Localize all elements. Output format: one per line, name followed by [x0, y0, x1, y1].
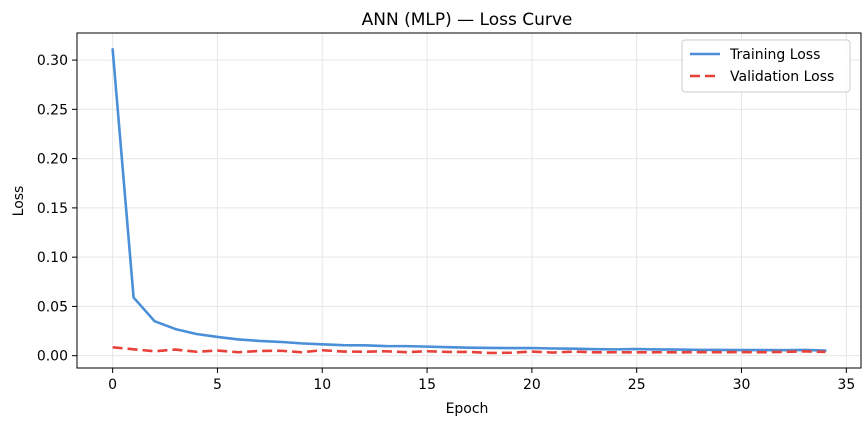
- chart-title: ANN (MLP) — Loss Curve: [362, 10, 573, 30]
- x-tick-label: 35: [837, 377, 855, 393]
- legend-label: Training Loss: [729, 47, 820, 63]
- x-axis-label: Epoch: [446, 401, 489, 417]
- x-tick-label: 25: [628, 377, 646, 393]
- series-line-validation-loss: [112, 346, 826, 355]
- y-tick-label: 0.25: [37, 102, 68, 118]
- legend-box: [681, 39, 851, 93]
- y-tick-label: 0.20: [37, 152, 68, 168]
- plot-frame: [76, 32, 862, 369]
- legend: Training Loss Validation Loss: [681, 39, 851, 93]
- y-tick-label: 0.10: [37, 250, 68, 266]
- x-tick-label: 15: [418, 377, 436, 393]
- y-tick-label: 0.05: [37, 299, 68, 315]
- y-tick-label: 0.15: [37, 201, 68, 217]
- series-line-training-loss: [111, 47, 827, 352]
- x-tick-label: 30: [733, 377, 751, 393]
- x-tick-label: 5: [213, 377, 222, 393]
- series-layer: [111, 47, 827, 355]
- x-tick-label: 0: [108, 377, 117, 393]
- x-tick-label: 10: [313, 377, 331, 393]
- y-axis-label: Loss: [11, 186, 27, 217]
- y-tick-label: 0.00: [37, 349, 68, 365]
- grid-layer: [77, 33, 861, 368]
- tick-layer: 0 5 10 15 20 25 30 35 0.00 0.05 0.10 0.15 0.20 0.25 0.…: [37, 53, 855, 393]
- legend-label: Validation Loss: [730, 69, 834, 85]
- x-tick-label: 20: [523, 377, 541, 393]
- y-tick-label: 0.30: [37, 53, 68, 69]
